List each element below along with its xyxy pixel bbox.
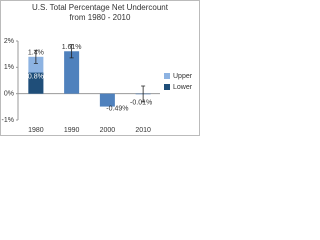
bar — [64, 51, 80, 94]
data-label: -0.49% — [106, 105, 128, 112]
legend-label: Upper — [173, 73, 193, 80]
legend-swatch — [164, 84, 170, 90]
data-label: 0.8% — [28, 73, 44, 80]
y-tick-label: 2% — [4, 38, 14, 45]
error-bar — [33, 49, 38, 64]
data-label: -0.01% — [130, 100, 152, 107]
bar — [99, 93, 115, 107]
x-tick-label: 2010 — [135, 127, 151, 134]
error-bar — [69, 44, 74, 59]
y-tick-label: 0% — [4, 91, 14, 98]
y-tick-label: 1% — [4, 64, 14, 71]
data-label: 1.4% — [28, 50, 44, 57]
bar — [28, 72, 44, 94]
y-tick-label: -1% — [2, 117, 14, 124]
x-tick-label: 2000 — [100, 127, 116, 134]
chart: U.S. Total Percentage Net Undercount fro… — [0, 0, 200, 136]
error-bar — [141, 85, 146, 103]
data-label: 1.61% — [62, 44, 82, 51]
x-tick-label: 1990 — [64, 127, 80, 134]
legend-swatch — [164, 73, 170, 79]
chart-subtitle: from 1980 - 2010 — [70, 13, 131, 22]
legend-label: Lower — [173, 84, 193, 91]
chart-title: U.S. Total Percentage Net Undercount — [32, 3, 169, 12]
x-tick-label: 1980 — [28, 127, 44, 134]
